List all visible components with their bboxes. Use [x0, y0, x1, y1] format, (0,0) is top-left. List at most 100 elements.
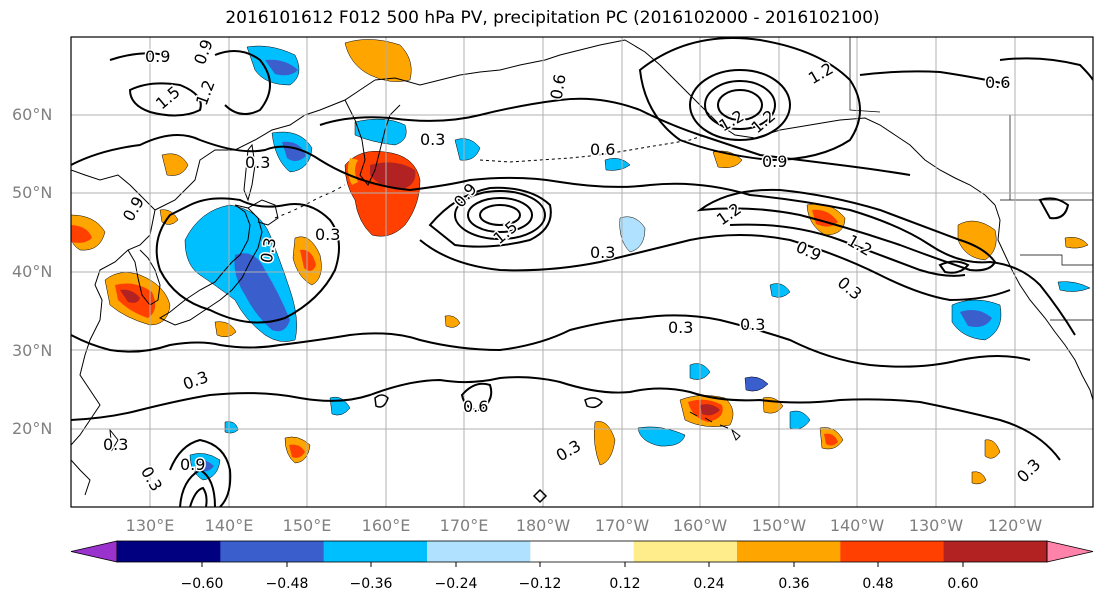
map-frame	[70, 36, 1094, 508]
pv-contour	[1038, 197, 1070, 220]
colorbar-extend-max	[1046, 540, 1094, 563]
precip-blob	[234, 253, 290, 332]
coastline-alaska	[624, 39, 996, 206]
precip-blob	[960, 310, 992, 327]
colorbar-tick-label: 0.60	[947, 576, 978, 592]
pv-contour	[584, 397, 603, 409]
precip-blob	[744, 376, 769, 392]
pv-label: 0.6	[463, 397, 488, 416]
pv-contour	[479, 204, 521, 226]
colorbar-tick-label: −0.12	[519, 576, 562, 592]
precip-blob	[161, 153, 189, 176]
precip-blob	[824, 433, 838, 446]
colorbar-segment	[530, 541, 635, 562]
colorbar-segment	[943, 541, 1048, 562]
coastline-asia	[154, 79, 376, 211]
colorbar-tick-label: 0.24	[693, 576, 724, 592]
colorbar-tick-label: −0.36	[350, 576, 393, 592]
precip-blob	[593, 421, 616, 466]
colorbar-tick-label: 0.12	[609, 576, 640, 592]
pv-label: 0.3	[420, 130, 445, 149]
pv-contour	[155, 197, 340, 324]
lon-label: 130°E	[126, 516, 175, 535]
pv-contour	[319, 97, 911, 176]
precip-blob	[265, 59, 298, 76]
pv-contour	[938, 260, 970, 274]
pv-contour	[71, 314, 1031, 368]
colorbar-segment	[117, 541, 221, 562]
precip-blob	[1064, 237, 1089, 249]
colorbar: −0.60 −0.48 −0.36 −0.24 −0.12 0.12 0.24 0.36 0.4…	[70, 540, 1094, 592]
pv-label: 0.9	[145, 47, 170, 66]
pv-label: 0.9	[762, 152, 787, 171]
pv-contour	[109, 52, 166, 61]
island-hawaii	[689, 411, 741, 441]
pv-label: 0.6	[985, 73, 1010, 92]
lon-label: 150°W	[752, 516, 807, 535]
coastline-sakhalin	[243, 143, 256, 202]
coastline-korea	[127, 249, 161, 306]
precip-blob	[224, 421, 239, 434]
pv-contour	[460, 382, 493, 412]
pv-contour	[189, 486, 208, 507]
precip-blob	[604, 158, 631, 171]
lat-label-50n: 50°N	[12, 183, 52, 202]
colorbar-extend-min	[70, 540, 118, 563]
precip-blob	[769, 283, 791, 298]
precip-blob	[71, 225, 92, 243]
pv-contour	[128, 82, 202, 117]
colorbar-segment	[220, 541, 325, 562]
lat-label-40n: 40°N	[12, 262, 52, 281]
island	[109, 428, 119, 452]
pv-contour	[638, 37, 861, 162]
precip-blob	[1057, 281, 1091, 292]
precip-blob	[300, 249, 316, 271]
border	[849, 37, 881, 113]
precip-blob	[984, 439, 1001, 459]
precip-blob	[195, 459, 214, 472]
precip-blob	[957, 220, 997, 261]
pv-contour	[696, 188, 997, 272]
colorbar-segment	[737, 541, 841, 562]
lon-label: 170°W	[595, 516, 650, 535]
colorbar-outline	[116, 540, 1048, 563]
coastline-hokkaido	[247, 199, 279, 226]
lat-label-30n: 30°N	[12, 341, 52, 360]
lon-label: 120°W	[988, 516, 1043, 535]
island-chain	[479, 134, 706, 163]
precip-blob	[444, 315, 461, 328]
pv-label: 0.6	[590, 140, 615, 159]
colorbar-tick-label: −0.24	[435, 576, 478, 592]
pv-label: 0.9	[180, 455, 205, 474]
pv-contour	[729, 223, 966, 277]
pv-contour	[859, 70, 1011, 86]
precip-blob	[344, 39, 412, 82]
lon-label: 180°W	[516, 516, 571, 535]
pv-contour	[689, 69, 791, 141]
pv-label: 0.3	[590, 243, 615, 262]
pv-label: 0.3	[315, 225, 340, 244]
pv-label: 0.3	[668, 318, 693, 337]
lon-label: 160°W	[673, 516, 728, 535]
precip-blob	[971, 471, 987, 485]
precip-blob	[700, 404, 720, 416]
pv-contour	[71, 134, 1076, 336]
lon-label: 140°W	[830, 516, 885, 535]
colorbar-tick-label: 0.36	[778, 576, 809, 592]
precip-blob	[214, 321, 237, 338]
colorbar-segment	[323, 541, 428, 562]
pv-contour	[999, 57, 1093, 81]
coastline-north-america	[994, 204, 1093, 401]
pv-contour	[717, 89, 763, 121]
pv-contour	[214, 50, 271, 115]
colorbar-tick-label: 0.48	[862, 576, 893, 592]
colorbar-segment	[840, 541, 945, 562]
pv-label: 0.3	[245, 153, 270, 172]
coastline-asia	[71, 169, 156, 446]
lon-label: 130°W	[909, 516, 964, 535]
pv-contour	[71, 376, 1061, 461]
colorbar-segment	[633, 541, 738, 562]
lon-label: 160°E	[362, 516, 411, 535]
pv-contour	[374, 394, 389, 408]
